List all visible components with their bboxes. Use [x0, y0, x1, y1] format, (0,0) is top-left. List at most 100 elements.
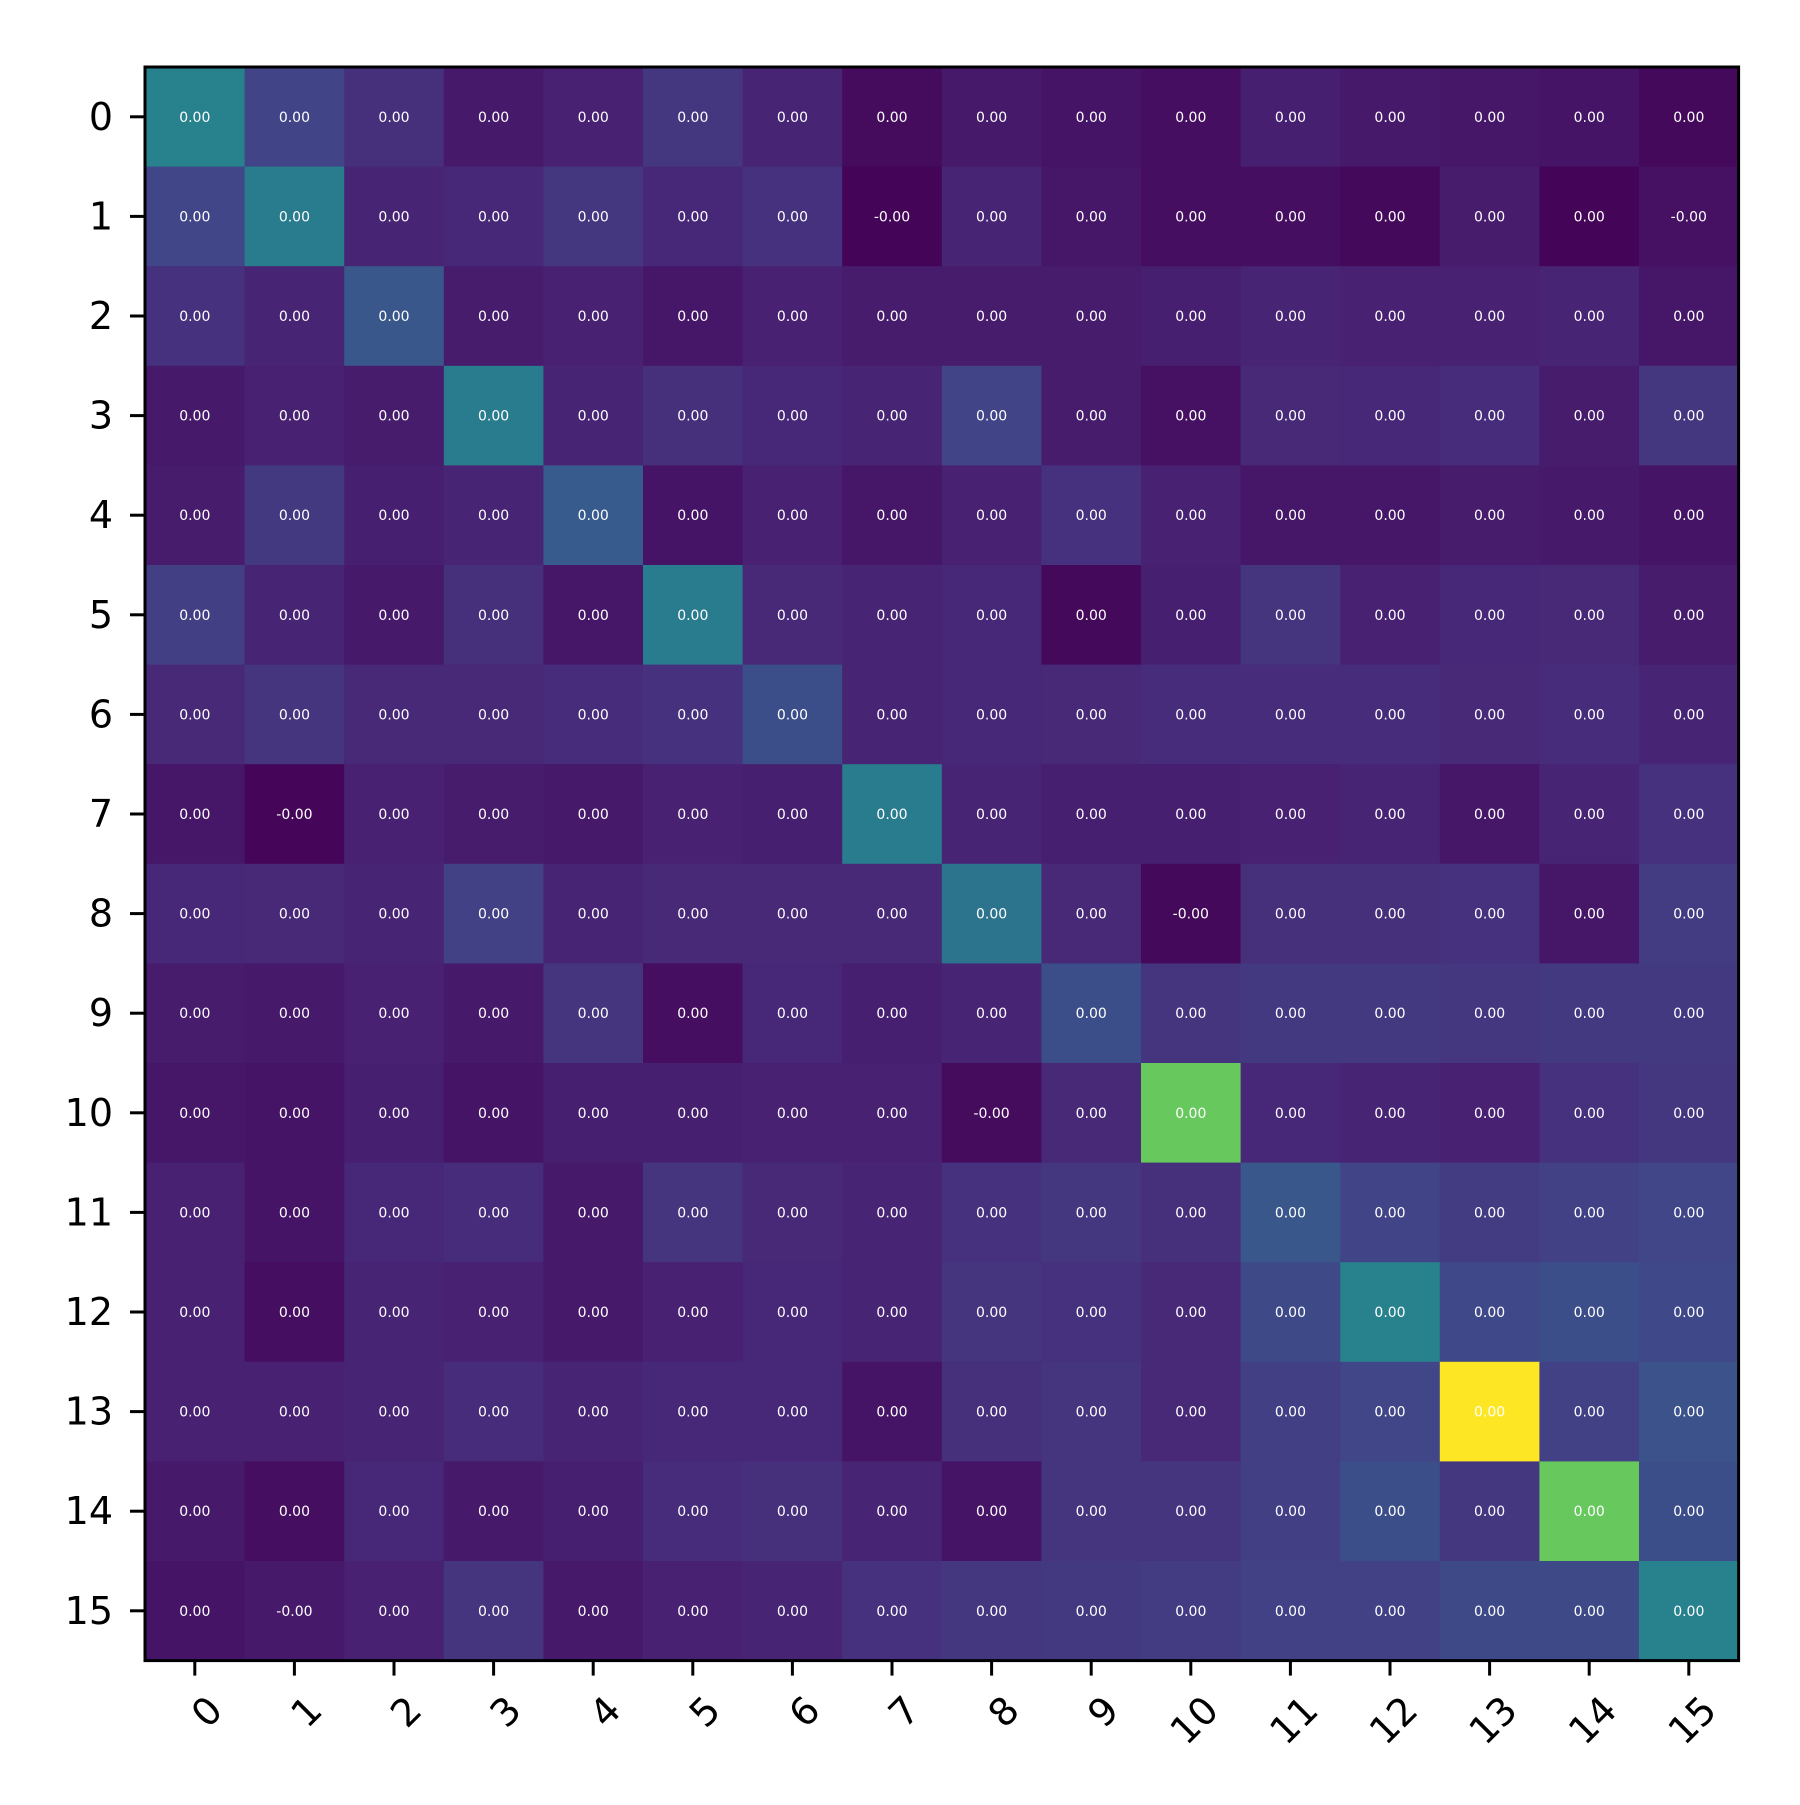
- heatmap-cell-11-14: [1539, 1162, 1640, 1263]
- cell-value-label-11-12: 0.00: [1374, 1205, 1405, 1221]
- cell-value-label-1-1: 0.00: [279, 209, 310, 225]
- heatmap-cell-1-14: [1539, 166, 1640, 267]
- cell-value-label-8-7: 0.00: [876, 907, 907, 923]
- cell-value-label-2-10: 0.00: [1175, 309, 1206, 325]
- heatmap-cell-1-0: [145, 166, 246, 267]
- cell-value-label-10-5: 0.00: [677, 1106, 708, 1122]
- heatmap-cell-0-5: [643, 67, 744, 168]
- heatmap-cell-1-15: [1639, 166, 1740, 267]
- cell-value-label-6-13: 0.00: [1474, 707, 1505, 723]
- cell-value-label-13-15: 0.00: [1673, 1405, 1704, 1421]
- cell-value-label-12-8: 0.00: [976, 1305, 1007, 1321]
- cell-value-label-12-1: 0.00: [279, 1305, 310, 1321]
- cell-value-label-11-4: 0.00: [578, 1205, 609, 1221]
- heatmap-cell-12-3: [443, 1262, 544, 1363]
- cell-value-label-12-12: 0.00: [1374, 1305, 1405, 1321]
- heatmap-cell-0-14: [1539, 67, 1640, 168]
- heatmap-cell-4-8: [941, 465, 1042, 566]
- x-tick-label-11: 11: [1261, 1688, 1326, 1753]
- heatmap-cell-13-4: [543, 1361, 644, 1462]
- heatmap-cell-9-14: [1539, 963, 1640, 1064]
- cell-value-label-6-10: 0.00: [1175, 707, 1206, 723]
- x-tick-label-5: 5: [681, 1688, 729, 1736]
- cell-value-label-8-15: 0.00: [1673, 907, 1704, 923]
- heatmap-cell-7-7: [842, 764, 943, 865]
- heatmap-cell-1-11: [1240, 166, 1341, 267]
- heatmap-cell-8-9: [1041, 863, 1142, 964]
- heatmap-cell-14-6: [742, 1461, 843, 1562]
- cell-value-label-9-6: 0.00: [777, 1006, 808, 1022]
- heatmap-cell-3-11: [1240, 365, 1341, 466]
- heatmap-cell-0-12: [1340, 67, 1441, 168]
- cell-value-label-10-2: 0.00: [378, 1106, 409, 1122]
- heatmap-cell-15-11: [1240, 1561, 1341, 1662]
- heatmap-cell-6-8: [941, 664, 1042, 765]
- heatmap-cell-7-5: [643, 764, 744, 865]
- heatmap-cell-3-12: [1340, 365, 1441, 466]
- cell-value-label-0-3: 0.00: [478, 110, 509, 126]
- heatmap-cell-8-1: [244, 863, 345, 964]
- cell-value-label-11-14: 0.00: [1574, 1205, 1605, 1221]
- cell-value-label-13-0: 0.00: [179, 1405, 210, 1421]
- y-tick-label-1: 1: [89, 194, 113, 238]
- heatmap-cells: [145, 67, 1740, 1662]
- cell-value-label-0-11: 0.00: [1275, 110, 1306, 126]
- cell-value-label-2-0: 0.00: [179, 309, 210, 325]
- heatmap-cell-7-2: [344, 764, 445, 865]
- heatmap-cell-4-15: [1639, 465, 1740, 566]
- heatmap-cell-13-0: [145, 1361, 246, 1462]
- cell-value-label-0-4: 0.00: [578, 110, 609, 126]
- y-tick-label-6: 6: [89, 692, 113, 736]
- heatmap-cell-7-15: [1639, 764, 1740, 865]
- heatmap-cell-9-8: [941, 963, 1042, 1064]
- heatmap-cell-11-8: [941, 1162, 1042, 1263]
- cell-value-label-1-13: 0.00: [1474, 209, 1505, 225]
- heatmap-cell-9-6: [742, 963, 843, 1064]
- heatmap-cell-11-13: [1439, 1162, 1540, 1263]
- heatmap-cell-12-9: [1041, 1262, 1142, 1363]
- heatmap-cell-2-1: [244, 266, 345, 367]
- cell-value-label-12-6: 0.00: [777, 1305, 808, 1321]
- heatmap-cell-11-0: [145, 1162, 246, 1263]
- cell-value-label-15-8: 0.00: [976, 1604, 1007, 1620]
- cell-value-label-4-3: 0.00: [478, 508, 509, 524]
- cell-value-label-14-9: 0.00: [1076, 1504, 1107, 1520]
- heatmap-cell-8-3: [443, 863, 544, 964]
- cell-value-label-10-8: -0.00: [973, 1106, 1009, 1122]
- cell-value-label-0-0: 0.00: [179, 110, 210, 126]
- cell-value-label-11-9: 0.00: [1076, 1205, 1107, 1221]
- cell-value-label-5-15: 0.00: [1673, 608, 1704, 624]
- heatmap-cell-10-10: [1141, 1063, 1242, 1164]
- cell-value-label-11-2: 0.00: [378, 1205, 409, 1221]
- x-tick-label-2: 2: [382, 1688, 430, 1736]
- heatmap-cell-12-1: [244, 1262, 345, 1363]
- cell-value-label-2-15: 0.00: [1673, 309, 1704, 325]
- heatmap-cell-10-7: [842, 1063, 943, 1164]
- heatmap-cell-15-10: [1141, 1561, 1242, 1662]
- heatmap-cell-4-1: [244, 465, 345, 566]
- heatmap-cell-7-14: [1539, 764, 1640, 865]
- heatmap-cell-9-3: [443, 963, 544, 1064]
- heatmap-cell-15-6: [742, 1561, 843, 1662]
- heatmap-cell-12-12: [1340, 1262, 1441, 1363]
- heatmap-cell-1-7: [842, 166, 943, 267]
- cell-value-label-12-13: 0.00: [1474, 1305, 1505, 1321]
- cell-value-label-2-1: 0.00: [279, 309, 310, 325]
- cell-value-label-4-10: 0.00: [1175, 508, 1206, 524]
- cell-value-label-1-2: 0.00: [378, 209, 409, 225]
- heatmap-cell-0-11: [1240, 67, 1341, 168]
- cell-value-label-6-14: 0.00: [1574, 707, 1605, 723]
- y-tick-label-15: 15: [65, 1589, 113, 1633]
- heatmap-cell-1-2: [344, 166, 445, 267]
- cell-value-label-13-7: 0.00: [876, 1405, 907, 1421]
- heatmap-cell-15-4: [543, 1561, 644, 1662]
- heatmap-cell-13-9: [1041, 1361, 1142, 1462]
- heatmap-cell-9-4: [543, 963, 644, 1064]
- cell-value-label-6-7: 0.00: [876, 707, 907, 723]
- heatmap-cell-2-4: [543, 266, 644, 367]
- heatmap-cell-3-14: [1539, 365, 1640, 466]
- cell-value-label-2-7: 0.00: [876, 309, 907, 325]
- y-tick-label-12: 12: [65, 1290, 113, 1334]
- cell-value-label-6-6: 0.00: [777, 707, 808, 723]
- cell-value-label-5-0: 0.00: [179, 608, 210, 624]
